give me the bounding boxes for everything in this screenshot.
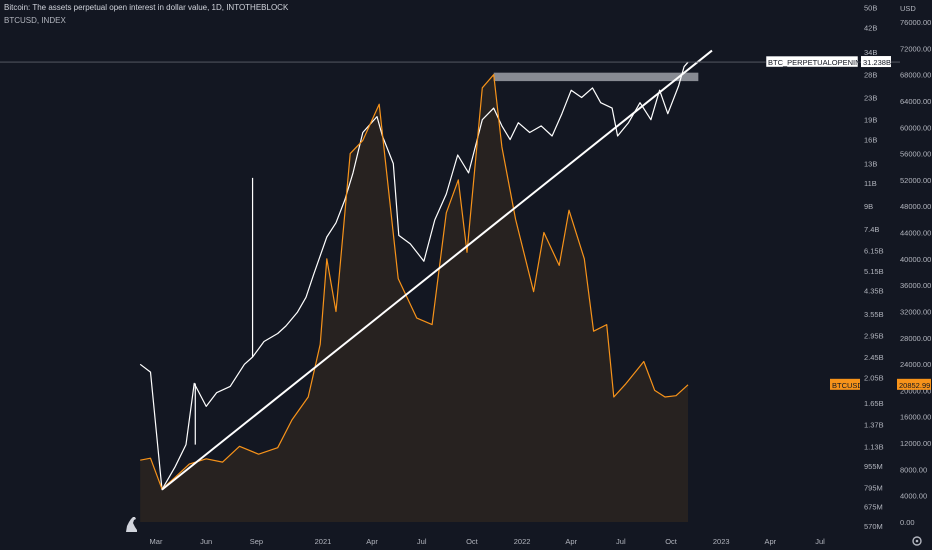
right-axis-tick-12000-00: 12000.00	[900, 439, 931, 448]
left-axis-tick-9b: 9B	[864, 202, 873, 211]
right-axis-tick-usd: USD	[900, 4, 916, 13]
left-axis-tick-1-37b: 1.37B	[864, 420, 884, 429]
time-axis-tick-apr-8: Apr	[565, 537, 577, 546]
time-axis-tick-jul-5: Jul	[417, 537, 427, 546]
oi-name-tag: BTC_PERPETUALOPENINTEREST	[768, 58, 891, 67]
series-line-btc-perpetualopeninterest	[139, 61, 689, 491]
left-price-axis[interactable]: 50B 42B 34B 28B 23B 19B 16B 13B 11B 9B 7.4B 6.15B 5.…	[864, 4, 884, 531]
right-axis-tick-56000-00: 56000.00	[900, 150, 931, 159]
left-axis-tick-28b: 28B	[864, 71, 877, 80]
chart-icons	[126, 517, 922, 546]
right-axis-tick-40000-00: 40000.00	[900, 255, 931, 264]
chart-subtitle: BTCUSD, INDEX	[4, 16, 66, 25]
left-axis-tick-23b: 23B	[864, 94, 877, 103]
left-axis-tick-570m: 570M	[864, 522, 883, 531]
resistance-zone	[493, 72, 699, 82]
left-axis-tick-2-05b: 2.05B	[864, 374, 884, 383]
right-axis-tick-64000-00: 64000.00	[900, 97, 931, 106]
left-axis-tick-4-35b: 4.35B	[864, 286, 884, 295]
price-area-fill	[140, 74, 688, 522]
gear-ring	[912, 536, 922, 546]
right-axis-tick-48000-00: 48000.00	[900, 202, 931, 211]
trendline	[161, 49, 713, 491]
left-axis-tick-795m: 795M	[864, 483, 883, 492]
time-axis-tick-apr-12: Apr	[765, 537, 777, 546]
right-axis-tick-8000-00: 8000.00	[900, 465, 927, 474]
right-axis-tick-24000-00: 24000.00	[900, 360, 931, 369]
right-axis-tick-16000-00: 16000.00	[900, 413, 931, 422]
time-axis-tick-mar-0: Mar	[150, 537, 163, 546]
left-axis-tick-50b: 50B	[864, 4, 877, 13]
gear-icon[interactable]	[912, 536, 922, 546]
left-axis-tick-13b: 13B	[864, 160, 877, 169]
price-last-value: 20852.99	[899, 381, 930, 390]
oi-last-value: 31.238B	[863, 58, 891, 67]
oi-name-tag-bg	[765, 55, 859, 68]
time-axis-tick-apr-4: Apr	[366, 537, 378, 546]
time-axis-tick-oct-6: Oct	[466, 537, 479, 546]
time-axis-tick-jun-1: Jun	[200, 537, 212, 546]
right-price-axis[interactable]: USD 76000.00 72000.00 68000.00 64000.00 60000…	[900, 4, 931, 527]
left-axis-tick-2-95b: 2.95B	[864, 331, 884, 340]
price-area	[140, 74, 688, 522]
right-axis-tick-32000-00: 32000.00	[900, 307, 931, 316]
right-axis-tick-60000-00: 60000.00	[900, 123, 931, 132]
annotations	[0, 49, 900, 491]
left-axis-tick-11b: 11B	[864, 179, 877, 188]
left-axis-tick-1-65b: 1.65B	[864, 399, 884, 408]
time-axis-tick-oct-10: Oct	[665, 537, 678, 546]
right-axis-tick-72000-00: 72000.00	[900, 44, 931, 53]
right-axis-tick-20000-00: 20000.00	[900, 386, 931, 395]
price-name-tag: BTCUSD	[832, 381, 863, 390]
left-axis-tick-16b: 16B	[864, 136, 877, 145]
right-axis-tick-44000-00: 44000.00	[900, 229, 931, 238]
time-axis[interactable]: Mar Jun Sep 2021 Apr Jul Oct 2022 Apr Jul Oct 2023 A…	[150, 537, 826, 546]
time-axis-tick-2022-7: 2022	[514, 537, 531, 546]
right-axis-tick-0-00: 0.00	[900, 518, 915, 527]
left-axis-tick-34b: 34B	[864, 48, 877, 57]
oi-last-value-bg	[861, 56, 891, 68]
resistance-zone-box	[493, 72, 699, 82]
left-axis-tick-3-55b: 3.55B	[864, 310, 884, 319]
left-axis-tick-955m: 955M	[864, 462, 883, 471]
time-axis-tick-2021-3: 2021	[315, 537, 332, 546]
left-axis-tick-6-15b: 6.15B	[864, 246, 884, 255]
time-axis-tick-2023-11: 2023	[713, 537, 730, 546]
right-axis-tick-4000-00: 4000.00	[900, 492, 927, 501]
right-axis-tick-36000-00: 36000.00	[900, 281, 931, 290]
left-axis-tick-19b: 19B	[864, 116, 877, 125]
right-axis-tick-28000-00: 28000.00	[900, 334, 931, 343]
left-axis-tick-1-13b: 1.13B	[864, 443, 884, 452]
chart-title: Bitcoin: The assets perpetual open inter…	[4, 3, 289, 12]
left-axis-tick-5-15b: 5.15B	[864, 267, 884, 276]
right-axis-tick-68000-00: 68000.00	[900, 71, 931, 80]
time-axis-tick-jul-13: Jul	[815, 537, 825, 546]
tradingview-dino-icon	[126, 517, 137, 532]
left-axis-tick-675m: 675M	[864, 502, 883, 511]
time-axis-tick-jul-9: Jul	[616, 537, 626, 546]
price-name-tag-bg	[830, 378, 860, 390]
time-axis-tick-sep-2: Sep	[250, 537, 263, 546]
right-axis-tick-76000-00: 76000.00	[900, 18, 931, 27]
left-axis-tick-2-45b: 2.45B	[864, 353, 884, 362]
gear-hub	[915, 539, 919, 543]
left-axis-tick-7-4b: 7.4B	[864, 225, 879, 234]
left-axis-tick-42b: 42B	[864, 24, 877, 33]
price-last-value-bg	[897, 378, 931, 390]
right-axis-tick-52000-00: 52000.00	[900, 176, 931, 185]
